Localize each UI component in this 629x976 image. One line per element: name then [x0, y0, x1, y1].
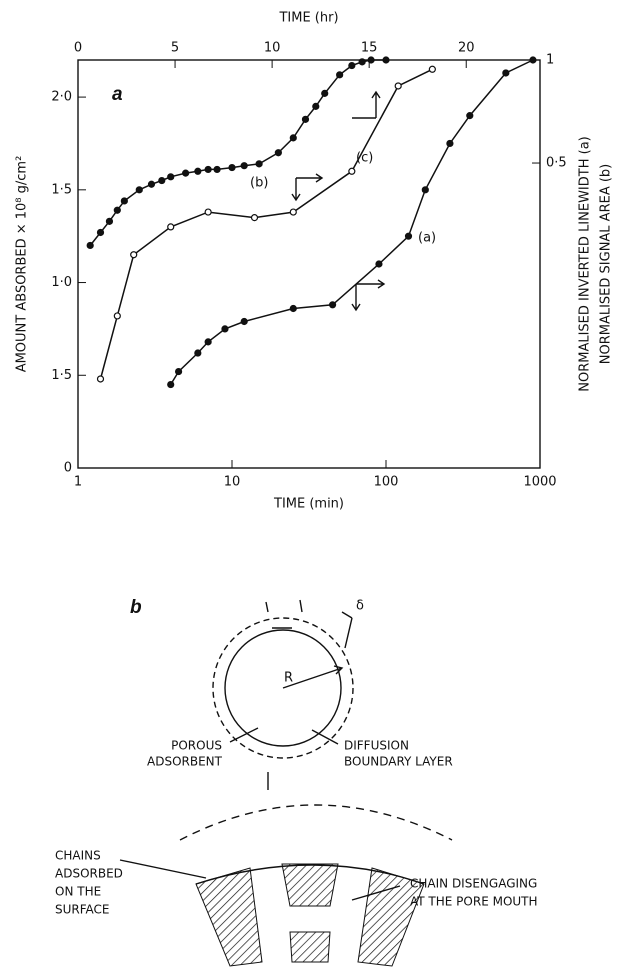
- data-point: [147, 180, 156, 188]
- data-point: [367, 56, 375, 64]
- data-point: [466, 112, 474, 120]
- data-point: [228, 163, 236, 172]
- y-tick-label: 2·0: [51, 90, 72, 105]
- data-point: [375, 260, 383, 268]
- data-point: [86, 241, 94, 250]
- data-point: [174, 367, 183, 376]
- data-point: [529, 56, 537, 64]
- data-point: [289, 208, 297, 216]
- pore-label: ON THE: [55, 885, 101, 899]
- data-point: [221, 325, 229, 333]
- data-point: [182, 169, 190, 177]
- pore-label: AT THE PORE MOUTH: [410, 895, 538, 909]
- y-tick-label: 1·5: [51, 182, 72, 197]
- data-point: [328, 301, 337, 309]
- data-point: [348, 167, 356, 175]
- x2-tick-label: 20: [458, 41, 475, 56]
- data-point: [250, 214, 259, 222]
- layer-label: δ: [356, 599, 364, 614]
- x2-label: TIME (hr): [278, 11, 338, 26]
- y2-label: NORMALISED INVERTED LINEWIDTH (a): [578, 136, 593, 392]
- x-tick-label: 100: [374, 475, 399, 490]
- pore: [119, 804, 453, 967]
- series-line: [89, 59, 386, 246]
- x-tick-label: 1: [74, 475, 82, 490]
- data-point: [213, 165, 221, 174]
- panel-label: b: [130, 597, 142, 618]
- series-line: [170, 59, 534, 385]
- diagram-label: ADSORBENT: [147, 755, 223, 769]
- data-point: [274, 149, 282, 157]
- data-point: [194, 349, 202, 357]
- data-point: [421, 186, 429, 194]
- data-point: [120, 197, 128, 205]
- data-point: [240, 317, 248, 326]
- data-point: [358, 58, 366, 66]
- data-point: [336, 71, 344, 79]
- arrows: [291, 90, 386, 312]
- y2-tick-label: 0·5: [546, 156, 567, 171]
- data-point: [96, 375, 105, 383]
- pore-label: ADSORBED: [55, 867, 123, 881]
- data-point: [204, 338, 212, 346]
- data-point: [289, 134, 297, 142]
- radius-label: R: [284, 671, 293, 686]
- y2-tick-label: 1: [546, 53, 554, 68]
- data-point: [404, 232, 413, 240]
- series-label: (a): [418, 231, 436, 246]
- data-point: [446, 139, 454, 148]
- data-point: [502, 69, 510, 77]
- data-point: [255, 160, 263, 168]
- data-point: [96, 228, 105, 237]
- data-point: [167, 380, 175, 389]
- data-point: [167, 223, 175, 231]
- diagram-label: DIFFUSION: [344, 739, 409, 753]
- data-point: [158, 176, 166, 185]
- panel-label: a: [112, 84, 123, 105]
- x2-tick-label: 5: [171, 41, 179, 56]
- series-line: [99, 68, 433, 380]
- x-tick-label: 1000: [523, 475, 556, 490]
- x-tick-label: 10: [224, 475, 241, 490]
- data-point: [240, 162, 248, 170]
- data-point: [194, 167, 202, 175]
- x2-tick-label: 15: [361, 41, 378, 56]
- data-point: [394, 82, 402, 90]
- data-point: [135, 186, 143, 194]
- plot-frame: [77, 59, 541, 469]
- y-tick-label: 0: [64, 461, 72, 476]
- data-point: [113, 312, 121, 320]
- y-tick-label: 1·0: [51, 275, 72, 290]
- data-point: [321, 89, 329, 97]
- data-point: [113, 206, 121, 214]
- x-label: TIME (min): [273, 497, 344, 512]
- data-point: [130, 251, 138, 259]
- pore-label: SURFACE: [55, 903, 110, 917]
- data-point: [105, 217, 114, 225]
- y-tick-label: 1·5: [51, 368, 72, 383]
- diagram-label: BOUNDARY LAYER: [344, 755, 453, 769]
- pore-label: CHAIN DISENGAGING: [410, 877, 537, 891]
- data-point: [204, 208, 212, 216]
- y-label: AMOUNT ABSORBED × 10⁸ g/cm²: [15, 156, 30, 373]
- data-point: [289, 304, 297, 313]
- data-point: [428, 65, 436, 73]
- x2-tick-label: 10: [264, 41, 281, 56]
- data-point: [167, 173, 175, 181]
- data-point: [301, 115, 310, 123]
- data-point: [348, 61, 356, 70]
- particle: [212, 599, 354, 790]
- series-label: (c): [356, 151, 373, 166]
- data-point: [204, 165, 212, 174]
- data-point: [312, 102, 320, 110]
- y2-label: NORMALISED SIGNAL AREA (b): [599, 164, 614, 365]
- pore-label: CHAINS: [55, 849, 101, 863]
- diagram-label: POROUS: [171, 739, 222, 753]
- series-label: (b): [250, 176, 268, 191]
- x2-tick-label: 0: [74, 41, 82, 56]
- data-point: [382, 56, 390, 64]
